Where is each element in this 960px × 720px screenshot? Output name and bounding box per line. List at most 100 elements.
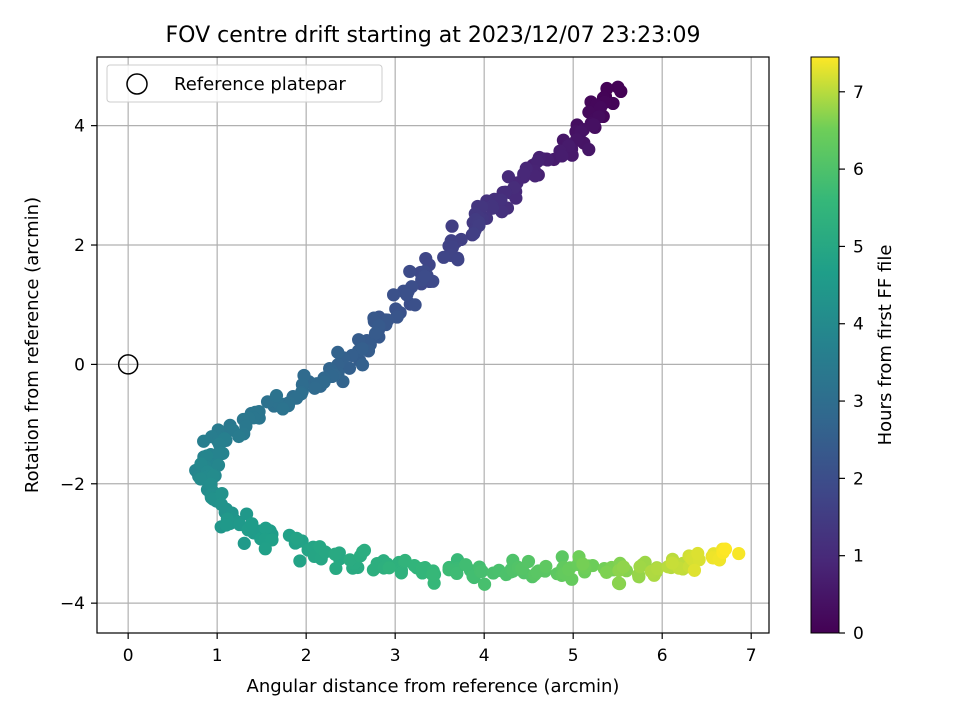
data-point bbox=[454, 232, 468, 247]
data-point bbox=[576, 557, 590, 571]
x-tick-label: 0 bbox=[123, 646, 134, 666]
y-tick-label: 2 bbox=[74, 236, 85, 256]
colorbar-tick-label: 4 bbox=[853, 315, 864, 335]
reference-platepar-marker bbox=[117, 354, 139, 375]
chart-title: FOV centre drift starting at 2023/12/07 … bbox=[166, 23, 701, 48]
data-point bbox=[366, 563, 381, 577]
colorbar-tick-label: 3 bbox=[853, 392, 864, 412]
colorbar-tick-label: 0 bbox=[853, 624, 864, 644]
data-point bbox=[245, 517, 259, 531]
legend-marker bbox=[126, 73, 148, 95]
x-tick-label: 2 bbox=[301, 646, 312, 666]
data-point bbox=[368, 326, 383, 341]
data-point bbox=[445, 219, 459, 233]
legend-box bbox=[106, 64, 383, 103]
data-point bbox=[509, 191, 523, 205]
x-axis-ticks: 0 1 2 3 4 5 6 7 bbox=[123, 633, 757, 666]
data-point bbox=[215, 486, 229, 501]
data-point bbox=[355, 358, 370, 372]
data-point bbox=[501, 170, 516, 184]
data-point bbox=[582, 142, 596, 157]
data-point bbox=[269, 389, 284, 403]
data-point bbox=[718, 542, 733, 556]
data-point bbox=[691, 546, 705, 561]
colorbar-tick-label: 7 bbox=[853, 83, 864, 103]
data-point bbox=[437, 250, 451, 264]
data-point bbox=[328, 547, 342, 561]
data-point bbox=[521, 554, 536, 569]
data-point bbox=[403, 264, 417, 279]
data-point bbox=[342, 361, 357, 375]
data-point bbox=[237, 536, 251, 550]
colorbar-label: Hours from first FF file bbox=[875, 245, 896, 446]
data-point bbox=[485, 201, 500, 215]
data-point bbox=[355, 342, 369, 356]
data-point bbox=[240, 507, 254, 521]
data-point bbox=[687, 563, 702, 577]
data-point bbox=[259, 521, 273, 535]
colorbar-tick-label: 5 bbox=[853, 237, 864, 257]
data-points bbox=[189, 80, 746, 591]
data-point bbox=[290, 531, 304, 545]
data-point bbox=[665, 556, 679, 570]
colorbar bbox=[810, 56, 840, 634]
data-point bbox=[611, 80, 625, 94]
data-point bbox=[599, 565, 614, 579]
x-tick-label: 6 bbox=[657, 646, 668, 666]
colorbar-tick-label: 6 bbox=[853, 160, 864, 180]
data-point bbox=[211, 458, 226, 472]
colorbar-tick-label: 1 bbox=[853, 547, 864, 567]
data-point bbox=[258, 542, 272, 556]
x-tick-label: 7 bbox=[746, 646, 757, 666]
x-tick-label: 4 bbox=[479, 646, 490, 666]
data-point bbox=[318, 545, 332, 559]
x-axis-label: Angular distance from reference (arcmin) bbox=[247, 676, 620, 697]
data-point bbox=[426, 568, 440, 582]
data-point bbox=[331, 345, 345, 359]
data-point bbox=[450, 566, 464, 581]
data-point bbox=[477, 577, 492, 591]
data-point bbox=[616, 560, 631, 574]
data-point bbox=[308, 381, 322, 395]
data-point bbox=[467, 227, 481, 241]
data-point bbox=[276, 402, 290, 416]
x-tick-label: 3 bbox=[390, 646, 401, 666]
colorbar-tick-label: 2 bbox=[853, 469, 864, 489]
data-point bbox=[555, 550, 569, 564]
data-point bbox=[539, 559, 553, 574]
data-point bbox=[415, 566, 429, 580]
data-point bbox=[555, 149, 569, 163]
data-point bbox=[732, 546, 746, 561]
data-point bbox=[357, 543, 372, 557]
plot-frame bbox=[96, 56, 770, 634]
data-point bbox=[400, 288, 414, 302]
y-tick-label: 0 bbox=[74, 355, 85, 375]
legend-label: Reference platepar bbox=[174, 74, 346, 95]
y-axis-ticks: −4 −2 0 2 4 bbox=[60, 117, 97, 614]
data-point bbox=[329, 561, 343, 576]
data-point bbox=[343, 553, 357, 567]
y-tick-label: −4 bbox=[60, 594, 85, 614]
y-axis-label: Rotation from reference (arcmin) bbox=[22, 197, 43, 493]
data-point bbox=[528, 169, 542, 183]
data-point bbox=[293, 554, 307, 568]
data-point bbox=[650, 562, 665, 576]
y-tick-label: −2 bbox=[60, 475, 85, 495]
x-tick-label: 1 bbox=[212, 646, 223, 666]
legend: Reference platepar bbox=[106, 64, 383, 103]
data-point bbox=[212, 448, 226, 462]
data-point bbox=[611, 576, 626, 590]
data-point bbox=[382, 561, 396, 575]
data-point bbox=[408, 298, 422, 312]
data-point bbox=[219, 518, 233, 532]
data-point bbox=[197, 434, 211, 448]
data-point bbox=[451, 253, 465, 267]
x-tick-label: 5 bbox=[568, 646, 579, 666]
data-point bbox=[459, 558, 473, 572]
data-point bbox=[586, 118, 601, 132]
data-point bbox=[394, 566, 408, 580]
y-tick-label: 4 bbox=[74, 117, 85, 137]
colorbar-ticks: 0 1 2 3 4 5 6 7 bbox=[839, 83, 864, 644]
data-point bbox=[475, 564, 489, 578]
